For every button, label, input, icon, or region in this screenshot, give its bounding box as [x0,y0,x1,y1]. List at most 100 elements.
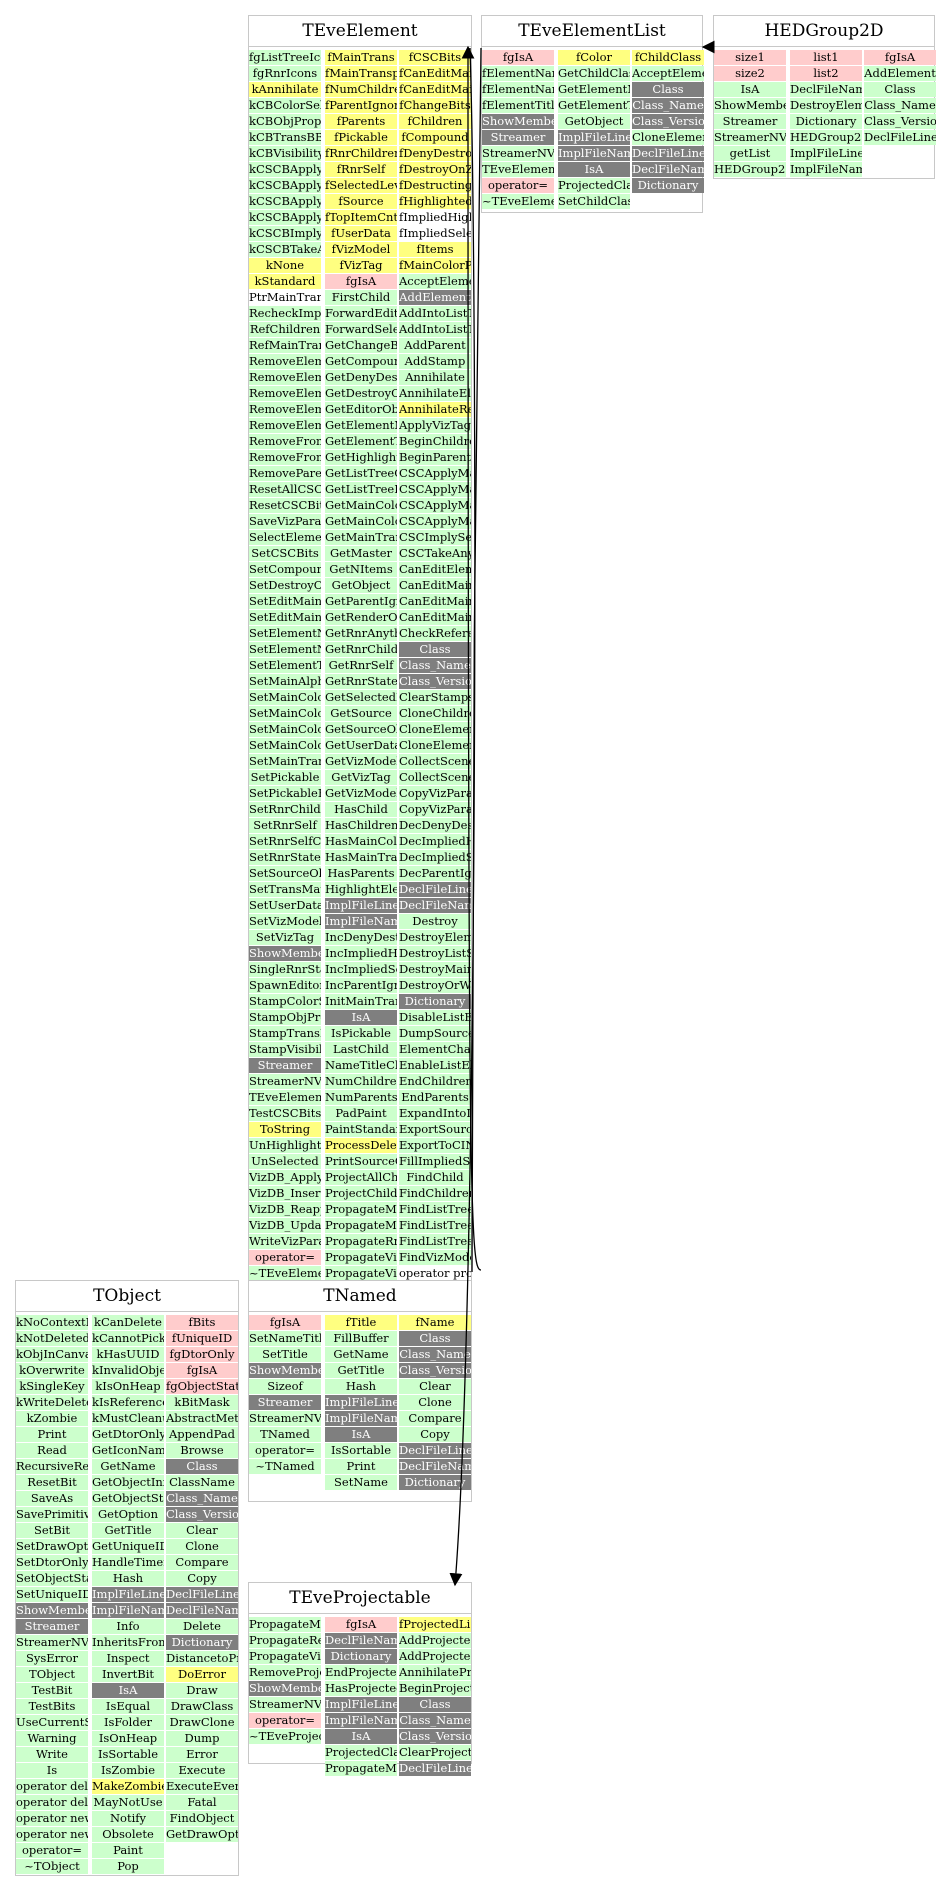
class-member: fUserData [325,226,397,241]
class-member: Dictionary [399,994,471,1009]
class-member: operator= [249,1250,321,1265]
class-member: IsPickable [325,1026,397,1041]
class-member: PropagateRnrStateToProjecteds [325,1234,397,1249]
class-member: SavePrimitive [16,1507,88,1522]
class-member: Info [92,1619,164,1634]
class-member: DeclFileLine [864,130,936,145]
class-member: DestroyListSubTree [399,946,471,961]
class-member: SetMainAlpha [249,674,321,689]
class-box-teveprojectable: TEveProjectable PropagateMainTransparenc… [248,1582,472,1776]
class-member: kNotDeleted [16,1331,88,1346]
class-member: IncImpliedSelected [325,962,397,977]
class-member: SetElementTitle [249,658,321,673]
class-member: ImplFileName [325,1411,397,1426]
class-member: fChildren [399,114,471,129]
class-member: CSCApplyMainColorToMatchingChildren [399,482,471,497]
class-member: Clear [166,1523,238,1538]
class-member: PropagateVizParams [249,1649,321,1664]
class-member: fColor [558,50,630,65]
class-member: CSCApplyMainTransparencyToMatchingChildr… [399,514,471,529]
class-member: TEveElement [249,1090,321,1105]
class-member: operator= [249,1443,321,1458]
class-member: CanEditMainTransparency [399,610,471,625]
class-member: SelectElement [249,530,321,545]
class-member: kNoContextMenu [16,1315,88,1330]
class-member: fCompound [399,130,471,145]
class-member: DeclFileLine [399,882,471,897]
class-member: SetRnrChildren [249,802,321,817]
class-member: fParents [325,114,397,129]
class-member: kAnnihilate [249,82,321,97]
class-member: DisableListElements [399,1010,471,1025]
class-member: IsOnHeap [92,1731,164,1746]
class-member: SetEditMainTransparency [249,610,321,625]
class-member: SysError [16,1651,88,1666]
class-member: list1 [790,50,862,65]
member-column: kCanDelete kCannotPick kHasUUID kInvalidObj… [92,1315,164,1875]
class-member: Class_Name [399,1713,471,1728]
class-member: Browse [166,1443,238,1458]
class-member: CollectSceneParentsFromChildren [399,770,471,785]
class-member: CanEditMainTrans [399,594,471,609]
class-member: TestCSCBits [249,1106,321,1121]
class-member: Hash [325,1379,397,1394]
class-member: DoError [166,1667,238,1682]
class-member: DeclFileLine [399,1443,471,1458]
member-column: fgIsADeclFileNameDictionaryEndProjecteds… [325,1617,397,1777]
class-member: Class_Name [166,1491,238,1506]
class-member: SetMainColor [249,690,321,705]
class-member: GetObject [325,578,397,593]
class-member: SingleRnrState [249,962,321,977]
class-member: ImplFileLine [325,1697,397,1712]
class-member: operator new [16,1811,88,1826]
class-member: fgIsA [864,50,936,65]
class-member: HandleTimer [92,1555,164,1570]
class-member: kInvalidObject [92,1363,164,1378]
class-member: ImplFileName [790,162,862,177]
class-member: PtrMainTrans [249,290,321,305]
class-member: ForwardEdit [325,306,397,321]
class-member: IsEqual [92,1699,164,1714]
class-member: fParentIgnoreCnt [325,98,397,113]
class-member: fVizModel [325,242,397,257]
class-member: EndChildren [399,1074,471,1089]
class-member: GetSourceObject [325,722,397,737]
arrow-element-to-projectable [449,47,476,1587]
class-member: Streamer [249,1058,321,1073]
class-member: VizDB_Reapply [249,1202,321,1217]
class-member: operator new[] [16,1827,88,1842]
class-member: Print [325,1459,397,1474]
class-member: DeclFileName [790,82,862,97]
class-member: Class [399,642,471,657]
class-member: kCBVisibility [249,146,321,161]
class-member: ProcessDeleteElement [325,1138,397,1153]
class-member: FillImpliedSelectedSet [399,1154,471,1169]
class-member: ~TObject [16,1859,88,1874]
class-member: Read [16,1443,88,1458]
class-member: ClassName [166,1475,238,1490]
class-member: Paint [92,1843,164,1858]
class-member: GetElementName [325,418,397,433]
class-member: SpawnEditor [249,978,321,993]
class-member: IsA [714,82,786,97]
class-member: kSingleKey [16,1379,88,1394]
class-member: RemoveElement [249,354,321,369]
member-column: fTitle FillBuffer GetName GetTitle Hash ImplF… [325,1315,397,1491]
class-member: fDestroyOnZeroRefCnt [399,162,471,177]
class-member: ImplFileName [92,1603,164,1618]
class-member: kCBTransBBox [249,130,321,145]
class-member: fChangeBits [399,98,471,113]
class-member: CSCApplyMainColorToAllChildren [399,466,471,481]
class-member: kOverwrite [16,1363,88,1378]
class-member: GetElementName [558,82,630,97]
class-member: DestroyMainTrans [399,962,471,977]
class-member: AnnihilateRecursively [399,402,471,417]
class-title: TEveElement [249,16,471,47]
class-member: PaintStandard [325,1122,397,1137]
class-member: DeclFileName [632,162,704,177]
class-member: GetNItems [325,562,397,577]
class-member: ExecuteEvent [166,1779,238,1794]
class-member: UnHighlighted [249,1138,321,1153]
class-member: fDenyDestroy [399,146,471,161]
